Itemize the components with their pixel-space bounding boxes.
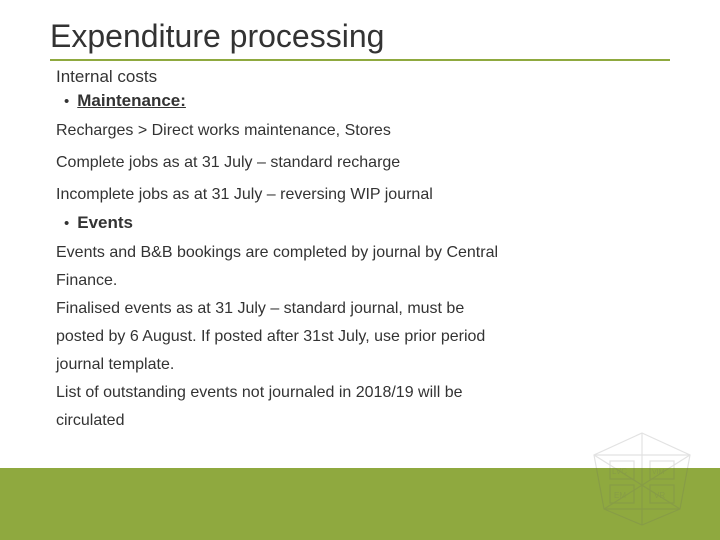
page-title: Expenditure processing xyxy=(50,18,670,61)
body-line: posted by 6 August. If posted after 31st… xyxy=(56,323,670,351)
body-line: Finance. xyxy=(56,267,670,295)
body-line: circulated xyxy=(56,407,670,435)
subtitle: Internal costs xyxy=(56,67,670,87)
body-line: List of outstanding events not journaled… xyxy=(56,379,670,407)
seal-logo-icon: LVC VIM EM VR xyxy=(582,425,702,530)
bullet-label-events: Events xyxy=(77,213,133,233)
svg-text:VIM: VIM xyxy=(652,469,665,476)
body-line: Recharges > Direct works maintenance, St… xyxy=(56,117,670,145)
body-line: journal template. xyxy=(56,351,670,379)
body-line: Complete jobs as at 31 July – standard r… xyxy=(56,149,670,177)
bullet-label-maintenance: Maintenance: xyxy=(77,91,186,111)
svg-text:VR: VR xyxy=(654,491,665,500)
svg-text:LVC: LVC xyxy=(612,467,627,476)
body-line: Events and B&B bookings are completed by… xyxy=(56,239,670,267)
svg-text:EM: EM xyxy=(614,491,626,500)
body-line: Incomplete jobs as at 31 July – reversin… xyxy=(56,181,670,209)
bullet-maintenance: • Maintenance: xyxy=(64,91,670,111)
bullet-dot-icon: • xyxy=(64,215,69,232)
bullet-events: • Events xyxy=(64,213,670,233)
bullet-dot-icon: • xyxy=(64,93,69,110)
body-line: Finalised events as at 31 July – standar… xyxy=(56,295,670,323)
